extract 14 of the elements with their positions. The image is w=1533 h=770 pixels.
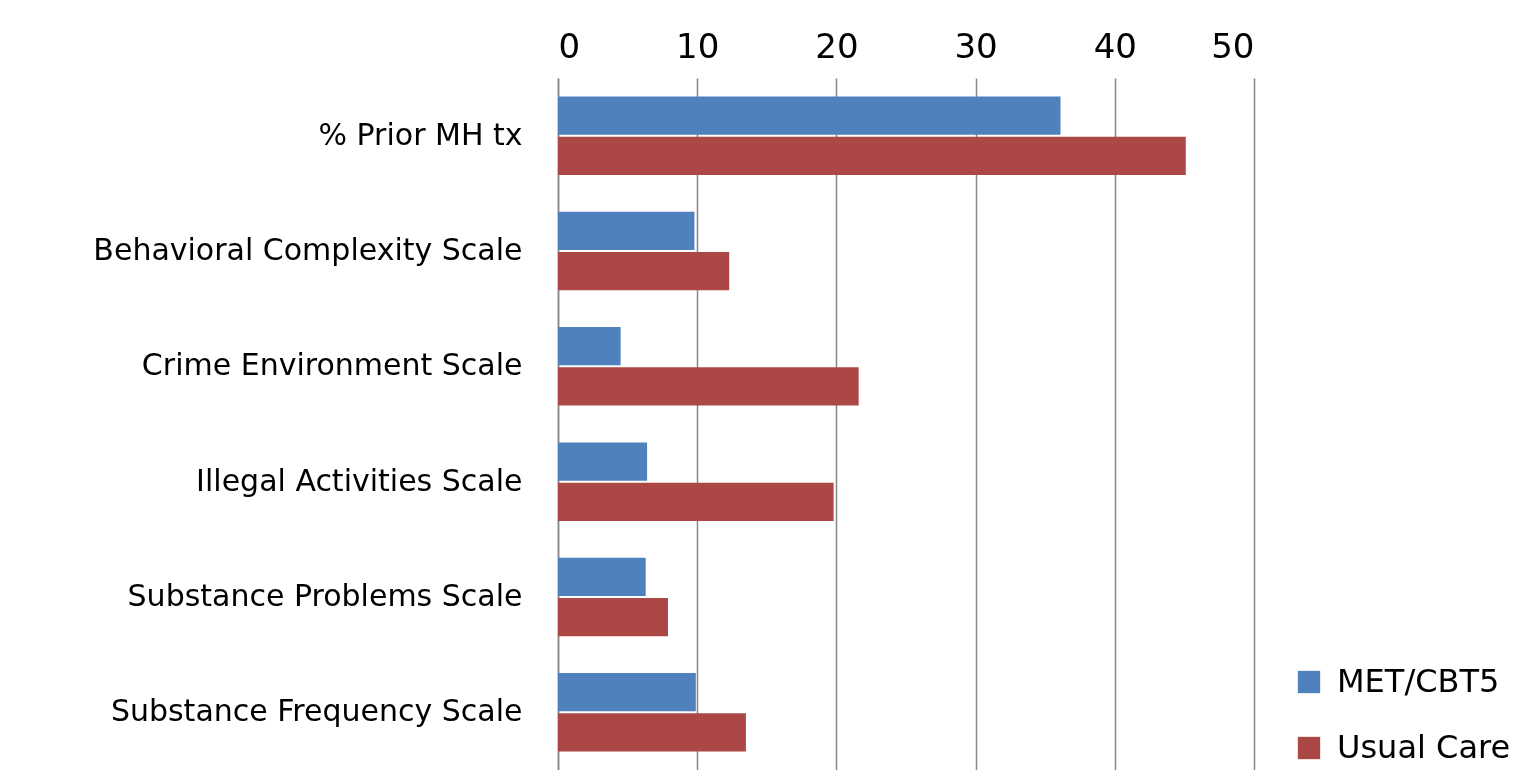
x-tick-label: 50	[1211, 25, 1255, 66]
x-tick-label: 40	[1093, 25, 1137, 66]
legend-label: MET/CBT5	[1337, 662, 1500, 700]
y-tick-label: Substance Frequency Scale	[110, 693, 523, 729]
y-tick-label: Substance Problems Scale	[127, 578, 523, 613]
y-tick-label: Crime Environment Scale	[141, 347, 523, 383]
y-tick-label: % Prior MH tx	[318, 116, 523, 152]
x-tick-label: 0	[558, 25, 581, 66]
x-tick-label: 10	[676, 25, 720, 66]
x-tick-label: 20	[815, 25, 859, 66]
x-tick-label: 30	[954, 25, 998, 66]
legend-label: Usual Care	[1337, 728, 1511, 766]
y-tick-label: Behavioral Complexity Scale	[93, 232, 523, 267]
y-tick-label: Illegal Activities Scale	[196, 462, 523, 498]
